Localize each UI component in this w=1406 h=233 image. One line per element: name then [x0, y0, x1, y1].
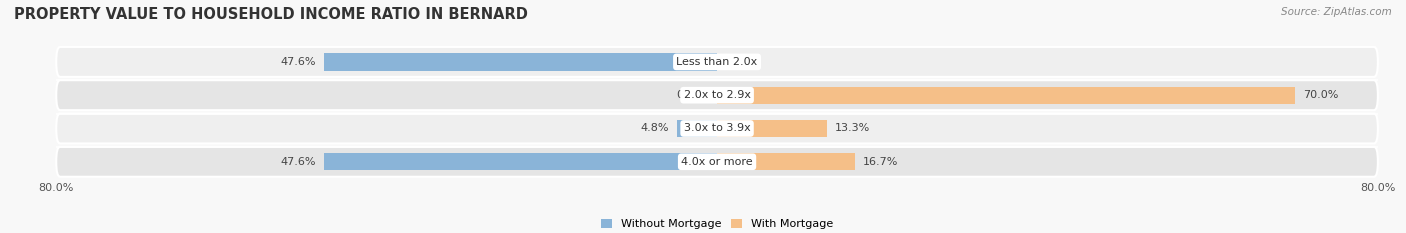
FancyBboxPatch shape [56, 47, 1378, 77]
Bar [678, 120, 717, 137]
Text: PROPERTY VALUE TO HOUSEHOLD INCOME RATIO IN BERNARD: PROPERTY VALUE TO HOUSEHOLD INCOME RATIO… [14, 7, 527, 22]
Legend: Without Mortgage, With Mortgage: Without Mortgage, With Mortgage [602, 219, 832, 229]
Bar [323, 53, 717, 71]
Text: 47.6%: 47.6% [280, 157, 315, 167]
Text: Source: ZipAtlas.com: Source: ZipAtlas.com [1281, 7, 1392, 17]
Text: 70.0%: 70.0% [1303, 90, 1339, 100]
Text: 0.0%: 0.0% [730, 57, 758, 67]
FancyBboxPatch shape [56, 80, 1378, 110]
Bar [717, 120, 827, 137]
Text: 47.6%: 47.6% [280, 57, 315, 67]
Bar [323, 153, 717, 170]
Bar [717, 153, 855, 170]
Text: 2.0x to 2.9x: 2.0x to 2.9x [683, 90, 751, 100]
Text: Less than 2.0x: Less than 2.0x [676, 57, 758, 67]
Text: 13.3%: 13.3% [835, 123, 870, 134]
Text: 0.0%: 0.0% [676, 90, 704, 100]
Text: 3.0x to 3.9x: 3.0x to 3.9x [683, 123, 751, 134]
Text: 4.8%: 4.8% [641, 123, 669, 134]
Text: 4.0x or more: 4.0x or more [682, 157, 752, 167]
FancyBboxPatch shape [56, 113, 1378, 144]
Text: 16.7%: 16.7% [863, 157, 898, 167]
Bar [717, 86, 1295, 104]
FancyBboxPatch shape [56, 147, 1378, 177]
